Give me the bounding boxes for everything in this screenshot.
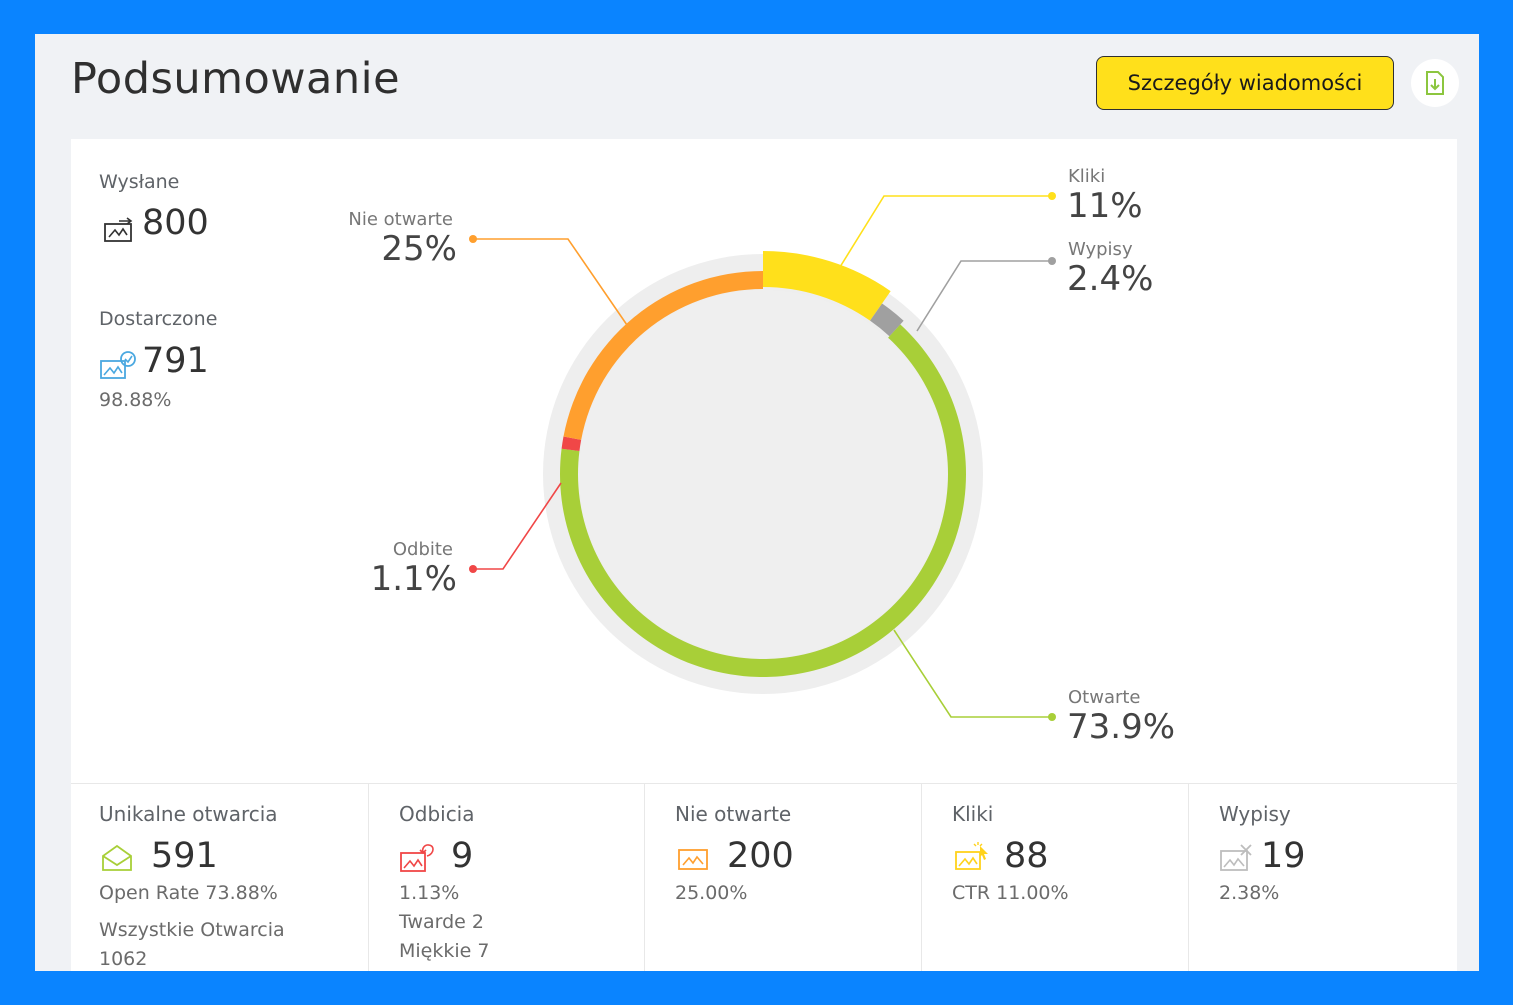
donut-center xyxy=(579,290,947,658)
chart-label-opened: Otwarte xyxy=(1068,687,1141,708)
chart-pct-clicks: 11% xyxy=(1067,186,1143,226)
page-title: Podsumowanie xyxy=(71,54,401,104)
stat-line: 25.00% xyxy=(675,882,748,904)
leader-line-unsubscribes xyxy=(916,260,1052,332)
mail-click-icon xyxy=(955,842,988,870)
chart-pct-unsubscribes: 2.4% xyxy=(1067,259,1154,299)
stats-row: Unikalne otwarcia 591 Open Rate 73.88% W… xyxy=(71,783,1457,971)
chart-label-unsubscribes: Wypisy xyxy=(1068,239,1133,260)
stat-value: 88 xyxy=(1004,836,1049,876)
summary-panel: Podsumowanie Szczegóły wiadomości Wysłan… xyxy=(35,34,1479,971)
stat-label: Odbicia xyxy=(399,802,475,826)
download-icon xyxy=(1426,71,1444,95)
stat-label: Unikalne otwarcia xyxy=(99,802,278,826)
donut-slice-bounced xyxy=(561,436,582,451)
mail-bounce-icon xyxy=(400,844,434,872)
donut-slice-opened xyxy=(560,324,966,677)
stat-value: 591 xyxy=(151,836,218,876)
leader-dot-clicks xyxy=(1048,192,1056,200)
stat-line: Wszystkie Otwarcia xyxy=(99,919,285,941)
stat-line: Miękkie 7 xyxy=(399,940,490,962)
sent-value: 800 xyxy=(142,203,209,243)
message-details-button[interactable]: Szczegóły wiadomości xyxy=(1096,56,1394,110)
delivered-value: 791 xyxy=(142,341,209,381)
chart-pct-bounced: 1.1% xyxy=(370,559,457,599)
leader-dot-opened xyxy=(1048,713,1056,721)
download-button[interactable] xyxy=(1411,59,1459,107)
stat-value: 19 xyxy=(1261,836,1306,876)
leader-line-unopened xyxy=(473,238,628,326)
leader-dot-unopened xyxy=(469,235,477,243)
stat-bounces: Odbicia 9 1.13% Twarde 2 Miękkie 7 xyxy=(368,784,645,971)
donut-chart xyxy=(469,192,1056,721)
donut-slice-unopened xyxy=(563,271,763,440)
delivered-label: Dostarczone xyxy=(99,308,218,330)
stat-label: Wypisy xyxy=(1219,802,1291,826)
stat-label: Kliki xyxy=(952,802,994,826)
mail-sent-icon xyxy=(104,217,133,242)
stat-unopened: Nie otwarte 200 25.00% xyxy=(644,784,922,971)
stat-line: Twarde 2 xyxy=(399,911,484,933)
chart-label-unopened: Nie otwarte xyxy=(348,209,453,230)
delivered-percent: 98.88% xyxy=(99,389,172,411)
chart-pct-opened: 73.9% xyxy=(1067,707,1176,747)
leader-line-opened xyxy=(893,629,1052,718)
mail-unsubscribe-icon xyxy=(1220,844,1252,871)
mail-delivered-icon xyxy=(100,351,136,379)
leader-line-clicks xyxy=(839,195,1052,268)
stat-line: 2.38% xyxy=(1219,882,1280,904)
leader-dot-unsubscribes xyxy=(1048,257,1056,265)
leader-dot-bounced xyxy=(469,565,477,573)
stat-value: 200 xyxy=(727,836,794,876)
stat-line: 1062 xyxy=(99,948,148,970)
stat-line: 1.13% xyxy=(399,882,460,904)
stat-clicks: Kliki 88 CTR 11.00% xyxy=(921,784,1189,971)
donut-slice-unsubscribes xyxy=(870,303,904,337)
mail-closed-icon xyxy=(678,849,708,870)
envelope-open-icon xyxy=(102,844,132,871)
chart-pct-unopened: 25% xyxy=(381,229,457,269)
donut-slice-clicks xyxy=(763,251,891,321)
summary-card: Wysłane 800 Dostarczone 791 98.88% Kliki… xyxy=(71,139,1457,971)
chart-label-clicks: Kliki xyxy=(1068,166,1106,187)
stat-line: Open Rate 73.88% xyxy=(99,882,278,904)
stat-unsubscribes: Wypisy 19 2.38% xyxy=(1188,784,1458,971)
sent-label: Wysłane xyxy=(99,171,180,193)
leader-line-bounced xyxy=(473,482,562,570)
stat-value: 9 xyxy=(451,836,474,876)
stat-label: Nie otwarte xyxy=(675,802,792,826)
stat-line: CTR 11.00% xyxy=(952,882,1069,904)
chart-label-bounced: Odbite xyxy=(392,539,453,560)
stat-unique-opens: Unikalne otwarcia 591 Open Rate 73.88% W… xyxy=(71,784,368,971)
